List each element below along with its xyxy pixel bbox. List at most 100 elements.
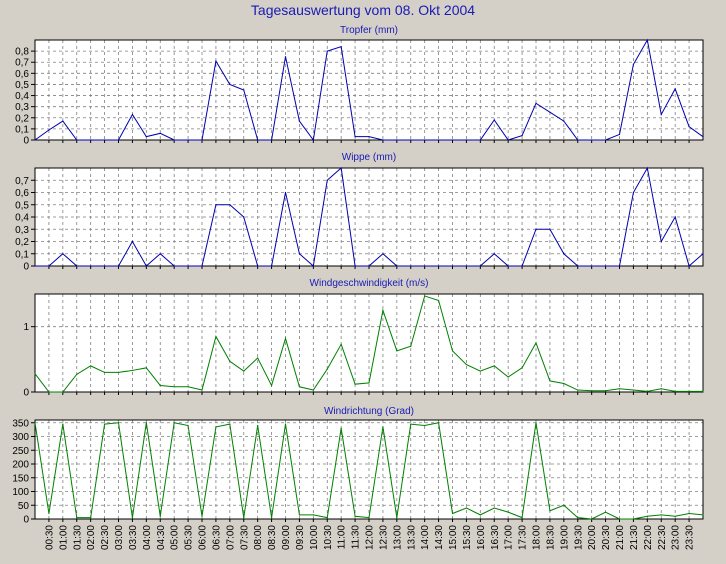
data-point [117, 371, 120, 373]
data-point [229, 204, 231, 206]
data-point [493, 253, 495, 255]
x-tick-label: 17:00 [504, 525, 515, 550]
x-tick-label: 23:00 [671, 525, 682, 550]
data-point [451, 350, 454, 352]
chart-panel-4: Windrichtung (Grad) 0 50 100 150 200 250 300 350 [12, 406, 704, 526]
y-tick-label: 0,5 [15, 200, 29, 211]
data-point [591, 265, 593, 267]
data-point [382, 426, 384, 428]
data-point [604, 265, 607, 267]
data-point [201, 389, 203, 391]
data-point [577, 139, 579, 141]
data-point [674, 515, 676, 517]
data-point [396, 350, 398, 352]
data-point [340, 343, 342, 345]
x-tick-label: 07:30 [239, 525, 250, 550]
x-tick-label: 19:00 [559, 525, 570, 550]
data-point [215, 204, 217, 206]
data-point [591, 139, 593, 141]
y-tick-label: 0,6 [15, 69, 29, 80]
data-point [479, 370, 481, 372]
data-point [451, 512, 454, 515]
data-point [465, 139, 468, 141]
data-point [618, 518, 621, 520]
data-point [549, 510, 551, 512]
data-point [451, 265, 454, 267]
data-point [131, 240, 134, 243]
y-tick-label: 0 [23, 388, 29, 399]
data-point [257, 265, 259, 267]
data-point [479, 139, 481, 141]
data-point [396, 139, 398, 141]
x-tick-label: 02:00 [86, 525, 97, 550]
x-tick-label: 19:30 [573, 525, 584, 550]
data-point [326, 179, 328, 181]
data-point [437, 299, 440, 302]
y-tick-label: 0,7 [15, 58, 29, 69]
data-point [284, 56, 287, 58]
x-tick-label: 15:00 [448, 525, 459, 550]
x-tick-label: 12:30 [378, 525, 389, 550]
x-tick-label: 08:30 [267, 525, 278, 550]
data-point [368, 517, 370, 519]
x-tick-label: 11:00 [337, 525, 348, 550]
data-point [76, 265, 78, 267]
data-point [660, 514, 662, 516]
data-point [173, 139, 175, 141]
y-tick-label: 50 [18, 501, 30, 512]
x-tick-label: 10:00 [309, 525, 320, 550]
data-point [535, 422, 537, 424]
x-tick-label: 01:30 [72, 525, 83, 550]
data-point [604, 511, 607, 513]
x-tick-label: 17:30 [518, 525, 529, 550]
page-title: Tagesauswertung vom 08. Okt 2004 [250, 2, 476, 18]
x-tick-label: 04:00 [142, 525, 153, 550]
y-tick-label: 0,2 [15, 237, 29, 248]
data-point [354, 136, 356, 138]
chart-panel-2: Wippe (mm) 0 0,10,20,30,4 0,50,60,7 [15, 152, 704, 273]
data-point [618, 133, 621, 136]
data-point [298, 386, 301, 388]
data-point [243, 216, 245, 218]
x-tick-label: 03:00 [114, 525, 125, 550]
y-tick-label: 0,4 [15, 213, 29, 224]
data-point [90, 265, 92, 267]
data-point [577, 517, 579, 519]
data-point [90, 365, 92, 367]
y-tick-label: 350 [12, 418, 29, 429]
data-point [521, 134, 523, 137]
data-point [103, 139, 106, 141]
x-tick-label: 18:30 [545, 525, 556, 550]
data-point [340, 46, 342, 48]
data-point [451, 139, 454, 141]
data-point [312, 514, 314, 516]
x-tick-label: 22:00 [643, 525, 654, 550]
data-point [465, 507, 468, 509]
y-tick-label: 200 [12, 460, 29, 471]
data-point [298, 253, 301, 255]
data-point [62, 120, 64, 122]
data-point [145, 367, 147, 369]
data-point [535, 102, 537, 104]
data-point [563, 253, 565, 255]
x-tick-label: 15:30 [462, 525, 473, 550]
y-tick-label: 0 [23, 262, 29, 273]
data-point [103, 423, 106, 425]
data-point [326, 517, 328, 519]
data-point [577, 265, 579, 267]
data-point [410, 139, 412, 141]
data-point [674, 88, 676, 90]
x-tick-label: 14:00 [420, 525, 431, 550]
data-point [702, 253, 704, 255]
data-point [312, 265, 314, 267]
chart-title: Windrichtung (Grad) [324, 406, 414, 417]
chart-title: Tropfer (mm) [340, 25, 398, 36]
data-point [465, 265, 468, 267]
data-point [437, 265, 440, 267]
x-tick-label: 06:30 [211, 525, 222, 550]
data-point [229, 83, 231, 86]
x-tick-label: 21:00 [615, 525, 626, 550]
data-point [535, 228, 537, 230]
data-point [215, 335, 217, 338]
x-tick-label: 16:30 [490, 525, 501, 550]
